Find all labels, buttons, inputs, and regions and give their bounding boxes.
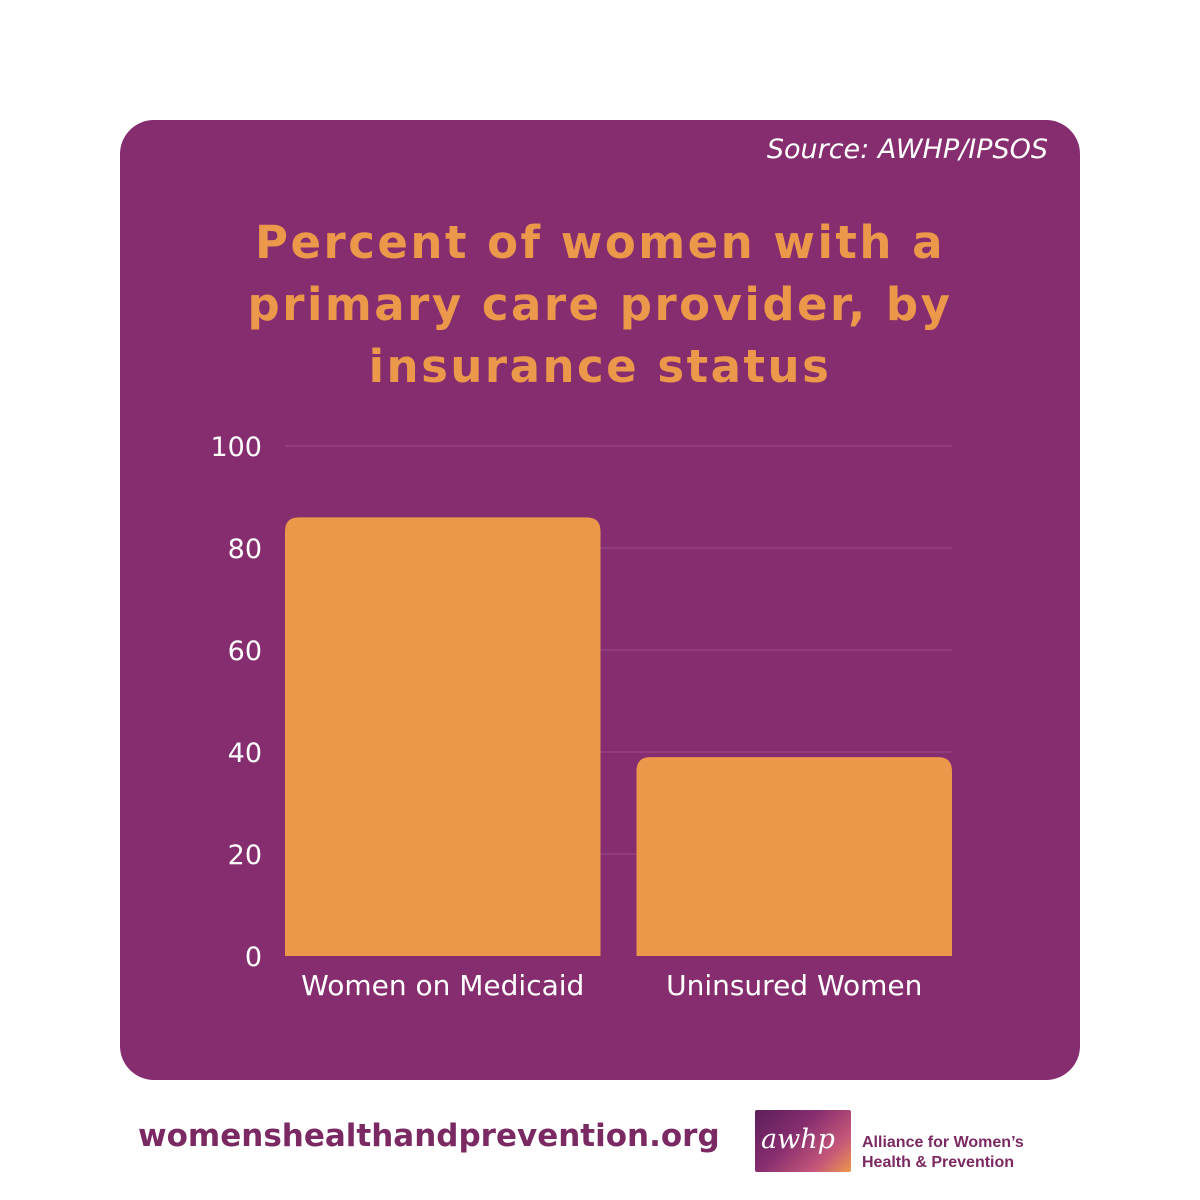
x-category-label: Uninsured Women	[666, 969, 922, 1002]
bars	[285, 517, 952, 956]
y-axis-ticks: 0 20 40 60 80 100	[210, 432, 262, 973]
organization-name: Alliance for Women’s Health & Prevention	[862, 1133, 1024, 1173]
awhp-logo: awhp	[755, 1110, 851, 1172]
y-tick-label: 80	[228, 534, 262, 565]
x-axis-labels: Women on Medicaid Uninsured Women	[301, 969, 922, 1002]
chart-title: Percent of women with a primary care pro…	[247, 216, 953, 393]
x-category-label: Women on Medicaid	[301, 969, 584, 1002]
logo-wordmark: awhp	[761, 1124, 835, 1155]
bar-1	[636, 757, 952, 956]
y-tick-label: 40	[228, 738, 262, 769]
website-url[interactable]: womenshealthandprevention.org	[138, 1118, 720, 1154]
y-tick-label: 0	[245, 942, 262, 973]
source-note: Source: AWHP/IPSOS	[766, 134, 1048, 165]
y-tick-label: 100	[210, 432, 262, 463]
organization-name-line1: Alliance for Women’s	[862, 1134, 1024, 1151]
y-tick-label: 20	[228, 840, 262, 871]
organization-name-line2: Health & Prevention	[862, 1154, 1015, 1171]
y-tick-label: 60	[228, 636, 262, 667]
bar-0	[285, 517, 601, 956]
